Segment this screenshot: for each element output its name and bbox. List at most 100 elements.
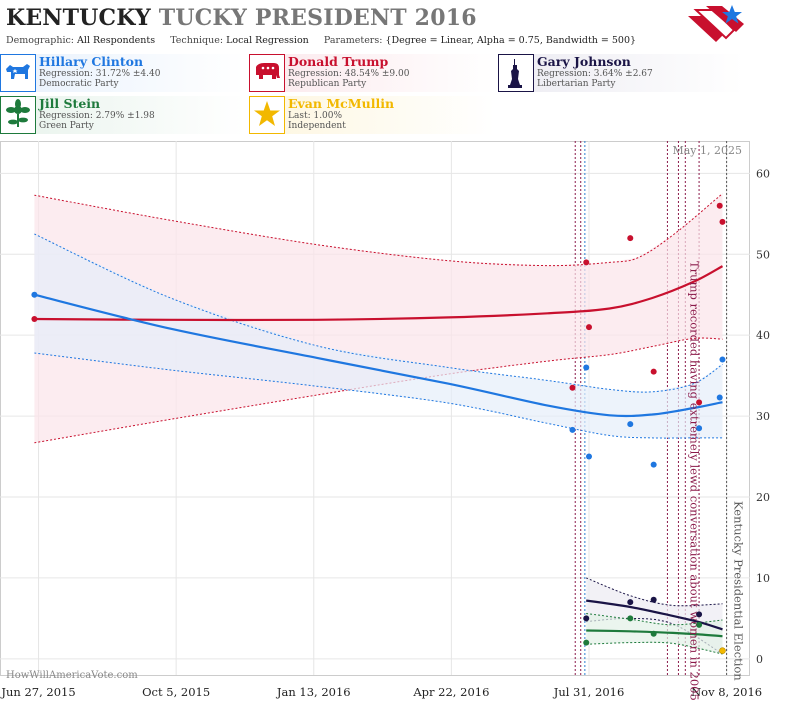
technique-label: Technique: xyxy=(170,35,224,46)
poll-point-hillary-clinton xyxy=(650,461,657,468)
poll-point-donald-trump xyxy=(716,202,723,209)
poll-point-donald-trump xyxy=(569,384,576,391)
lower-bound-hillary-clinton xyxy=(34,352,723,439)
demographic-label: Demographic: xyxy=(6,35,75,46)
candidate-party: Independent xyxy=(288,121,346,131)
legend-item-trump: Donald Trump Regression: 48.54% ±9.00 Re… xyxy=(249,54,495,92)
elephant-icon xyxy=(249,54,285,92)
candidate-party: Democratic Party xyxy=(39,79,119,89)
title-state: KENTUCKY xyxy=(6,5,151,31)
candidate-party: Republican Party xyxy=(288,79,367,89)
candidate-stat: Regression: 3.64% ±2.67 xyxy=(537,69,653,79)
poll-point-donald-trump xyxy=(719,218,726,225)
candidate-legend: Hillary Clinton Regression: 31.72% ±4.40… xyxy=(0,54,750,134)
site-logo-icon xyxy=(688,5,744,42)
candidate-name: Evan McMullin xyxy=(288,96,395,111)
poll-point-jill-stein xyxy=(696,621,703,628)
poll-point-donald-trump xyxy=(627,235,634,242)
poll-point-gary-johnson xyxy=(696,611,703,618)
legend-text-clinton: Hillary Clinton Regression: 31.72% ±4.40… xyxy=(39,54,161,90)
poll-point-jill-stein xyxy=(583,639,590,646)
poll-point-donald-trump xyxy=(583,259,590,266)
watermark: HowWillAmericaVote.com xyxy=(6,670,138,681)
x-tick-label: Nov 8, 2016 xyxy=(691,685,762,699)
candidate-stat: Regression: 2.79% ±1.98 xyxy=(39,111,155,121)
legend-text-trump: Donald Trump Regression: 48.54% ±9.00 Re… xyxy=(288,54,410,90)
regression-line-hillary-clinton xyxy=(34,293,723,418)
legend-text-stein: Jill Stein Regression: 2.79% ±1.98 Green… xyxy=(39,96,155,132)
x-tick-label: Apr 22, 2016 xyxy=(412,685,489,699)
legend-item-mcmullin: Evan McMullin Last: 1.00% Independent xyxy=(249,96,495,134)
poll-point-gary-johnson xyxy=(650,596,657,603)
star-icon xyxy=(249,96,285,134)
candidate-name: Hillary Clinton xyxy=(39,54,144,69)
page-title: KENTUCKY TUCKY PRESIDENT 2016 xyxy=(6,4,746,32)
poll-point-hillary-clinton xyxy=(627,421,634,428)
regression-line-jill-stein xyxy=(586,629,723,638)
legend-text-mcmullin: Evan McMullin Last: 1.00% Independent xyxy=(288,96,395,132)
poll-point-hillary-clinton xyxy=(716,394,723,401)
upper-bound-donald-trump xyxy=(34,193,723,267)
parameters-label: Parameters: xyxy=(323,35,383,46)
parameters-value: {Degree = Linear, Alpha = 0.75, Bandwidt… xyxy=(385,35,637,46)
poll-point-jill-stein xyxy=(627,615,634,622)
poll-point-hillary-clinton xyxy=(719,356,726,363)
event-annotation: Trump recorded having extremely lewd con… xyxy=(688,261,702,701)
lower-bound-jill-stein xyxy=(586,641,723,655)
x-tick-label: Oct 5, 2015 xyxy=(142,685,210,699)
donkey-icon xyxy=(0,54,36,92)
candidate-stat: Last: 1.00% xyxy=(288,111,343,121)
legend-text-johnson: Gary Johnson Regression: 3.64% ±2.67 Lib… xyxy=(537,54,653,90)
candidate-party: Green Party xyxy=(39,121,94,131)
y-tick-label: 50 xyxy=(756,248,770,261)
poll-point-donald-trump xyxy=(31,316,38,322)
poll-point-gary-johnson xyxy=(627,599,634,606)
upper-bound-jill-stein xyxy=(586,613,723,626)
regression-line-gary-johnson xyxy=(586,599,723,631)
poll-point-hillary-clinton xyxy=(696,425,703,432)
upper-bound-gary-johnson xyxy=(586,577,723,607)
event-annotation: Kentucky Presidential Election xyxy=(732,501,746,681)
title-rest: TUCKY PRESIDENT 2016 xyxy=(158,5,477,31)
poll-point-evan-mcmullin xyxy=(719,647,726,655)
y-tick-label: 60 xyxy=(756,167,770,180)
candidate-name: Gary Johnson xyxy=(537,54,631,69)
y-tick-label: 40 xyxy=(756,329,770,342)
poll-point-hillary-clinton xyxy=(585,453,592,460)
x-tick-label: Jun 27, 2015 xyxy=(0,685,75,699)
lower-bound-gary-johnson xyxy=(586,617,723,655)
x-tick-label: Jul 31, 2016 xyxy=(553,685,625,699)
confidence-band-gary-johnson xyxy=(586,577,723,654)
poll-point-hillary-clinton xyxy=(569,426,576,433)
y-tick-label: 10 xyxy=(756,572,770,585)
demographic-value: All Respondents xyxy=(77,35,156,46)
technique-value: Local Regression xyxy=(226,35,309,46)
regression-line-donald-trump xyxy=(34,265,724,322)
poll-chart: 0 10 20 30 40 50 60 Jun 27, 2015 Oct 5, 2015 Jan … xyxy=(0,141,770,701)
parameters-line: Demographic: All Respondents Technique: … xyxy=(6,35,636,46)
chart-header: KENTUCKY TUCKY PRESIDENT 2016 Demographi… xyxy=(6,4,746,48)
date-label: May 1, 2025 xyxy=(672,144,742,157)
legend-item-stein: Jill Stein Regression: 2.79% ±1.98 Green… xyxy=(0,96,246,134)
y-tick-label: 0 xyxy=(756,653,763,666)
confidence-band-hillary-clinton xyxy=(34,234,723,438)
poll-point-donald-trump xyxy=(585,324,592,331)
legend-item-clinton: Hillary Clinton Regression: 31.72% ±4.40… xyxy=(0,54,246,92)
candidate-name: Jill Stein xyxy=(39,96,101,111)
liberty-statue-icon xyxy=(498,54,534,92)
chart-area: 0 10 20 30 40 50 60 Jun 27, 2015 Oct 5, 2015 Jan … xyxy=(0,137,789,704)
candidate-stat: Regression: 48.54% ±9.00 xyxy=(288,69,410,79)
poll-point-donald-trump xyxy=(650,368,657,375)
y-tick-label: 20 xyxy=(756,491,770,504)
poll-point-gary-johnson xyxy=(583,615,590,622)
poll-point-jill-stein xyxy=(650,630,657,637)
poll-point-donald-trump xyxy=(696,399,703,406)
x-tick-label: Jan 13, 2016 xyxy=(276,685,351,699)
poll-point-hillary-clinton xyxy=(31,291,38,298)
candidate-stat: Regression: 31.72% ±4.40 xyxy=(39,69,161,79)
legend-item-johnson: Gary Johnson Regression: 3.64% ±2.67 Lib… xyxy=(498,54,744,92)
flower-icon xyxy=(0,96,36,134)
poll-point-hillary-clinton xyxy=(583,364,590,371)
candidate-name: Donald Trump xyxy=(288,54,389,69)
candidate-party: Libertarian Party xyxy=(537,79,616,89)
